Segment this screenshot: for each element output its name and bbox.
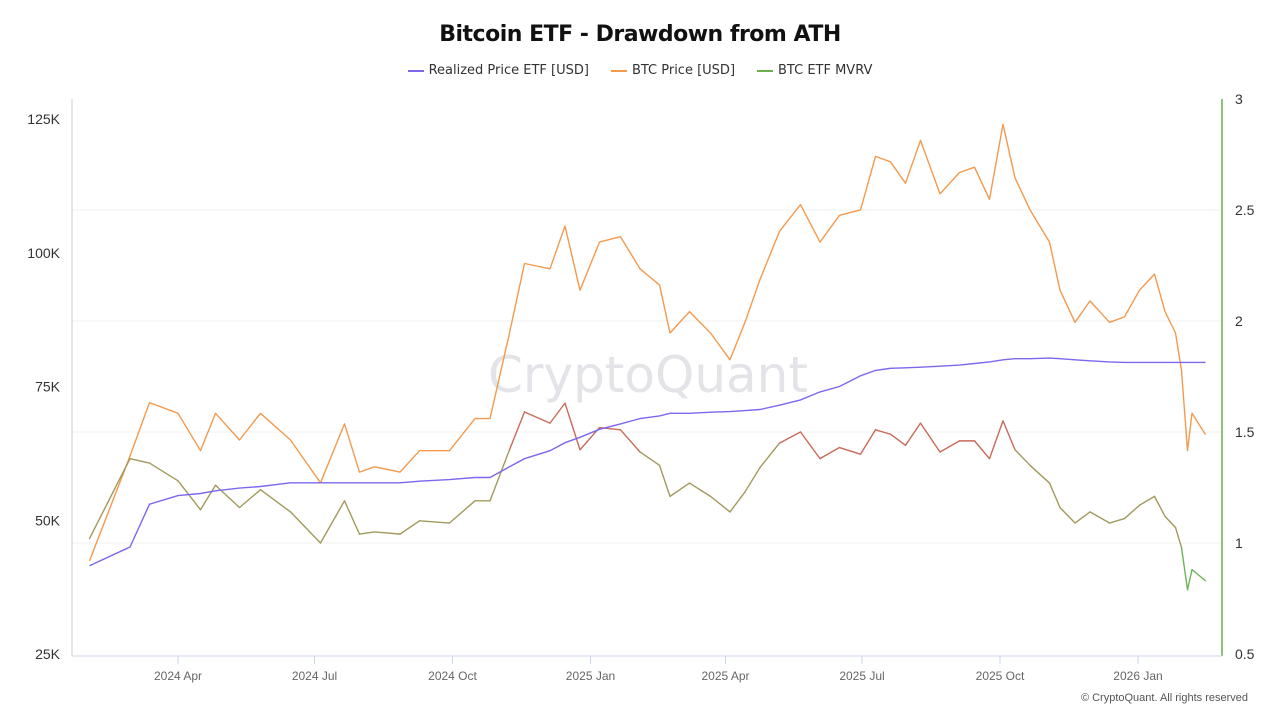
mvrv-line-segment — [129, 457, 151, 464]
right-tick-label: 1.5 — [1235, 424, 1255, 440]
mvrv-line-segment — [838, 446, 862, 455]
mvrv-line-segment — [729, 491, 746, 513]
mvrv-line-segment — [1153, 495, 1166, 518]
mvrv-line-segment — [448, 500, 476, 524]
x-tick-label: 2025 Jan — [566, 669, 615, 683]
mvrv-line-segment — [1059, 506, 1076, 524]
mvrv-line-segment — [889, 433, 907, 447]
right-tick-label: 1 — [1235, 535, 1243, 551]
mvrv-line-segment — [399, 520, 421, 535]
x-tick-label: 2026 Jan — [1113, 669, 1162, 683]
btc-price-line — [88, 123, 1207, 562]
mvrv-line-segment — [874, 429, 892, 435]
legend: Realized Price ETF [USD] BTC Price [USD]… — [0, 63, 1280, 78]
right-tick-label: 2 — [1235, 313, 1243, 329]
mvrv-line-segment — [1186, 568, 1193, 591]
x-tick-label: 2024 Jul — [292, 669, 337, 683]
mvrv-line-segment — [669, 482, 691, 498]
mvrv-line-segment — [148, 462, 179, 482]
mvrv-line-segment — [358, 531, 376, 535]
mvrv-line-segment — [564, 402, 581, 451]
mvrv-line-segment — [709, 495, 731, 513]
x-tick-label: 2024 Oct — [428, 669, 477, 683]
left-tick-label: 75K — [35, 379, 61, 395]
mvrv-line-segment — [1048, 482, 1061, 509]
mvrv-line-segment — [489, 449, 511, 502]
mvrv-line-segment — [289, 511, 322, 544]
legend-swatch — [610, 69, 627, 72]
legend-swatch — [407, 69, 424, 72]
mvrv-line-segment — [1108, 517, 1126, 524]
mvrv-line-segment — [259, 489, 292, 513]
x-tick-label: 2024 Apr — [154, 669, 202, 683]
left-tick-label: 25K — [35, 646, 61, 662]
x-tick-label: 2025 Apr — [701, 669, 749, 683]
mvrv-line-segment — [88, 457, 131, 540]
legend-item-realized-price[interactable]: Realized Price ETF [USD] — [407, 63, 589, 78]
right-tick-label: 3 — [1235, 91, 1243, 107]
mvrv-line-segment — [214, 484, 241, 509]
mvrv-line-segment — [1089, 511, 1111, 524]
legend-label: BTC ETF MVRV — [778, 63, 873, 78]
chart-title: Bitcoin ETF - Drawdown from ATH — [439, 22, 841, 47]
mvrv-line-segment — [919, 422, 941, 453]
right-tick-label: 2.5 — [1235, 202, 1255, 218]
mvrv-line-segment — [744, 466, 761, 493]
mvrv-line-segment — [1191, 568, 1207, 582]
mvrv-line-segment — [418, 520, 451, 524]
mvrv-line-segment — [973, 440, 991, 460]
legend-swatch — [757, 69, 774, 72]
x-tick-label: 2025 Oct — [976, 669, 1025, 683]
mvrv-line-segment — [549, 402, 566, 424]
mvrv-line-segment — [238, 489, 262, 509]
mvrv-line-segment — [508, 411, 526, 451]
left-tick-label: 100K — [27, 245, 60, 261]
mvrv-line-segment — [639, 451, 661, 466]
legend-item-btc-price[interactable]: BTC Price [USD] — [610, 63, 736, 78]
mvrv-line-segment — [199, 484, 217, 511]
copyright-text: © CryptoQuant. All rights reserved — [1080, 692, 1248, 704]
left-tick-label: 50K — [35, 512, 61, 528]
mvrv-line-segment — [1174, 526, 1183, 549]
mvrv-line-segment — [1014, 449, 1031, 466]
mvrv-line-segment — [799, 431, 821, 460]
legend-label: Realized Price ETF [USD] — [428, 63, 589, 78]
mvrv-line-segment — [904, 422, 922, 447]
mvrv-line-segment — [658, 464, 671, 498]
mvrv-line-segment — [859, 429, 877, 455]
mvrv-line-segment — [939, 440, 961, 453]
mvrv-line-segment — [319, 500, 346, 544]
legend-item-mvrv[interactable]: BTC ETF MVRV — [757, 63, 872, 78]
mvrv-line-segment — [1074, 511, 1091, 524]
mvrv-line-segment — [988, 420, 1004, 460]
right-tick-label: 0.5 — [1235, 646, 1255, 662]
mvrv-line-segment — [1138, 495, 1156, 506]
mvrv-line-segment — [688, 482, 712, 498]
watermark: CryptoQuant — [488, 346, 808, 404]
mvrv-line-segment — [343, 500, 361, 535]
mvrv-line-segment — [1029, 464, 1051, 484]
realized-price-line — [89, 357, 1206, 567]
mvrv-line-segment — [1164, 515, 1177, 529]
mvrv-line-segment — [523, 411, 551, 424]
mvrv-line-segment — [1180, 546, 1189, 591]
mvrv-line-segment — [373, 531, 401, 535]
mvrv-line-segment — [1002, 420, 1016, 451]
mvrv-line-segment — [619, 429, 641, 453]
legend-label: BTC Price [USD] — [631, 63, 736, 78]
mvrv-line-segment — [759, 442, 781, 469]
mvrv-line-segment — [819, 446, 841, 460]
mvrv-line-segment — [778, 431, 802, 444]
left-tick-label: 125K — [27, 111, 60, 127]
mvrv-line-segment — [1123, 504, 1141, 520]
mvrv-line-segment — [177, 480, 202, 511]
x-tick-label: 2025 Jul — [839, 669, 884, 683]
